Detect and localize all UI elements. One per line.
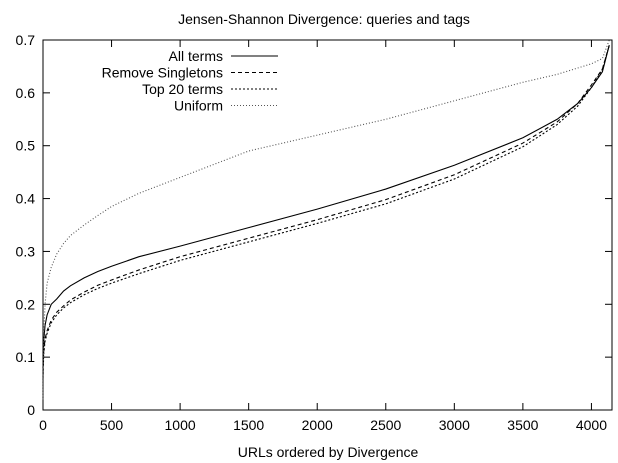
series-layer — [42, 39, 610, 400]
x-tick-label: 2500 — [370, 417, 401, 433]
x-tick-label: 4000 — [576, 417, 607, 433]
y-tick-label: 0.1 — [16, 349, 36, 365]
legend-label: Uniform — [174, 98, 223, 114]
y-tick-label: 0.3 — [16, 243, 36, 259]
y-tick-label: 0.4 — [16, 191, 36, 207]
legend-label: Top 20 terms — [142, 81, 223, 97]
x-tick-label: 1000 — [165, 417, 196, 433]
x-tick-label: 1500 — [233, 417, 264, 433]
y-tick-label: 0 — [27, 402, 35, 418]
chart-title: Jensen-Shannon Divergence: queries and t… — [178, 11, 470, 27]
y-tick-label: 0.2 — [16, 296, 36, 312]
ticks-layer: 0 500 1000 1500 2000 2500 3000 3500 4000 0 0.1 0.2 0… — [16, 32, 612, 433]
y-tick-label: 0.6 — [16, 85, 36, 101]
x-tick-label: 0 — [39, 417, 47, 433]
legend-label: Remove Singletons — [102, 65, 223, 81]
x-tick-label: 500 — [100, 417, 124, 433]
plot-frame — [42, 39, 613, 411]
series-line-top-20-terms — [42, 45, 610, 379]
y-tick-label: 0.7 — [16, 32, 36, 48]
series-line-uniform — [42, 39, 610, 400]
x-axis-title: URLs ordered by Divergence — [238, 444, 419, 460]
series-line-remove-singletons — [42, 45, 610, 374]
legend-label: All terms — [169, 48, 223, 64]
y-tick-label: 0.5 — [16, 138, 36, 154]
x-tick-label: 3500 — [507, 417, 538, 433]
series-line-all-terms — [42, 45, 610, 368]
x-tick-label: 2000 — [302, 417, 333, 433]
x-tick-label: 3000 — [439, 417, 470, 433]
